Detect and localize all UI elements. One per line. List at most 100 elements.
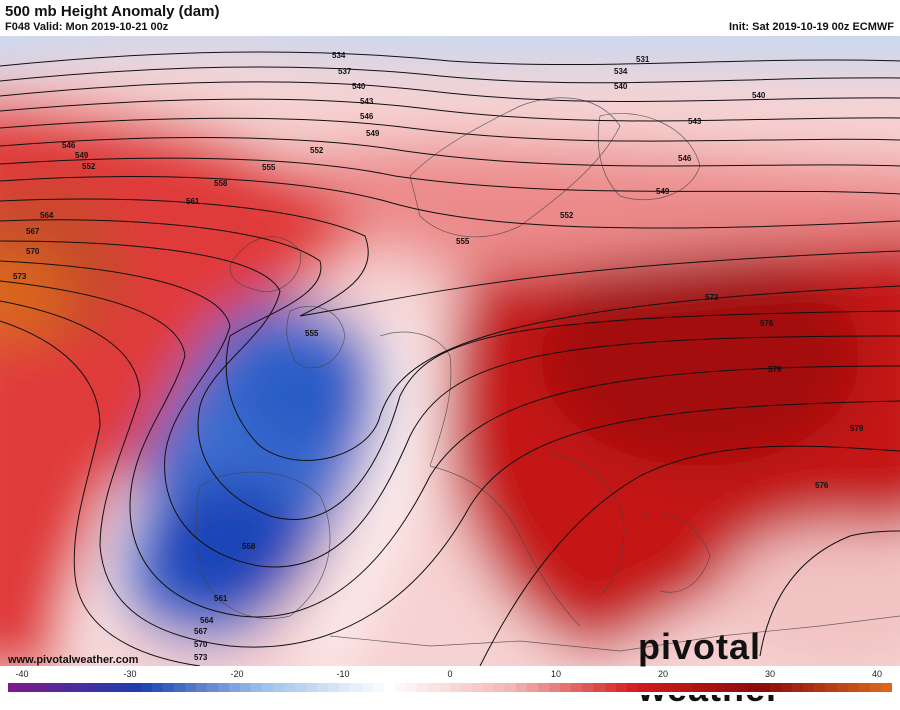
colorbar-swatch bbox=[803, 683, 815, 692]
contour-label: 531 bbox=[636, 55, 650, 64]
colorbar-swatch bbox=[715, 683, 727, 692]
colorbar-swatch bbox=[262, 683, 274, 692]
colorbar-swatch bbox=[173, 683, 185, 692]
colorbar-swatch bbox=[63, 683, 75, 692]
colorbar-swatch bbox=[858, 683, 870, 692]
contour-label: 576 bbox=[815, 481, 829, 490]
contour-label: 567 bbox=[26, 227, 40, 236]
colorbar-swatch bbox=[593, 683, 605, 692]
anomaly-shading bbox=[0, 36, 900, 666]
colorbar-swatch bbox=[637, 683, 649, 692]
colorbar-swatch bbox=[681, 683, 693, 692]
contour-label: 555 bbox=[262, 163, 276, 172]
colorbar-swatch bbox=[692, 683, 704, 692]
colorbar-swatch bbox=[582, 683, 594, 692]
colorbar-swatch bbox=[317, 683, 329, 692]
colorbar-swatch bbox=[825, 683, 837, 692]
colorbar-swatch bbox=[96, 683, 108, 692]
contour-label: 543 bbox=[688, 117, 702, 126]
colorbar-swatch bbox=[516, 683, 528, 692]
contour-labels: 534 537 540 543 546 549 552 555 558 561 … bbox=[13, 51, 864, 662]
colorbar-swatch bbox=[295, 683, 307, 692]
colorbar-tick: 30 bbox=[764, 669, 776, 679]
colorbar-swatch bbox=[383, 683, 395, 692]
colorbar-swatch bbox=[162, 683, 174, 692]
colorbar-swatch bbox=[284, 683, 296, 692]
colorbar-swatch bbox=[184, 683, 196, 692]
colorbar-swatch bbox=[494, 683, 506, 692]
colorbar-swatch bbox=[85, 683, 97, 692]
colorbar-swatch bbox=[107, 683, 119, 692]
colorbar-swatch bbox=[726, 683, 738, 692]
contour-label: 576 bbox=[760, 319, 774, 328]
colorbar-swatch bbox=[361, 683, 373, 692]
map-title: 500 mb Height Anomaly (dam) bbox=[5, 3, 220, 20]
colorbar-swatch bbox=[604, 683, 616, 692]
colorbar-swatch bbox=[217, 683, 229, 692]
contour-label: 558 bbox=[214, 179, 228, 188]
colorbar-swatch bbox=[483, 683, 495, 692]
colorbar-swatch bbox=[538, 683, 550, 692]
anomaly-map: 534 537 540 543 546 549 552 555 558 561 … bbox=[0, 36, 900, 666]
contour-label: 570 bbox=[26, 247, 40, 256]
colorbar-ticks: -40 -30 -20 -10 0 10 20 30 40 bbox=[0, 668, 900, 680]
colorbar-swatch bbox=[195, 683, 207, 692]
contour-label: 561 bbox=[186, 197, 200, 206]
contour-label: 534 bbox=[614, 67, 628, 76]
colorbar-swatch bbox=[372, 683, 384, 692]
colorbar-swatch bbox=[626, 683, 638, 692]
contour-label: 555 bbox=[305, 329, 319, 338]
contour-label: 546 bbox=[678, 154, 692, 163]
contour-label: 573 bbox=[705, 293, 719, 302]
colorbar-swatch bbox=[427, 683, 439, 692]
header: 500 mb Height Anomaly (dam) F048 Valid: … bbox=[0, 0, 900, 36]
contour-label: 579 bbox=[850, 424, 864, 433]
contour-label: 579 bbox=[768, 365, 782, 374]
colorbar-swatch bbox=[8, 683, 20, 692]
contour-label: 546 bbox=[360, 112, 374, 121]
contour-label: 549 bbox=[75, 151, 89, 160]
colorbar-tick: 10 bbox=[550, 669, 562, 679]
colorbar-swatch bbox=[251, 683, 263, 692]
contour-label: 561 bbox=[214, 594, 228, 603]
colorbar-swatch bbox=[571, 683, 583, 692]
colorbar-swatch bbox=[880, 683, 892, 692]
colorbar-swatch bbox=[836, 683, 848, 692]
init-time: Init: Sat 2019-10-19 00z ECMWF bbox=[728, 21, 894, 33]
contour-label: 564 bbox=[200, 616, 214, 625]
contour-label: 564 bbox=[40, 211, 54, 220]
colorbar-tick: -10 bbox=[336, 669, 350, 679]
colorbar-swatch bbox=[438, 683, 450, 692]
contour-label: 549 bbox=[656, 187, 670, 196]
colorbar-swatch bbox=[328, 683, 340, 692]
contour-label: 573 bbox=[194, 653, 208, 662]
colorbar-swatch bbox=[273, 683, 285, 692]
colorbar-swatch bbox=[19, 683, 31, 692]
colorbar-swatch bbox=[505, 683, 517, 692]
contour-label: 546 bbox=[62, 141, 76, 150]
colorbar-swatch bbox=[737, 683, 749, 692]
colorbar-swatch bbox=[239, 683, 252, 692]
colorbar-tick: -30 bbox=[123, 669, 137, 679]
colorbar-swatch bbox=[228, 683, 240, 692]
colorbar-tick: 40 bbox=[871, 669, 883, 679]
colorbar-swatch bbox=[527, 683, 539, 692]
colorbar-tick: -40 bbox=[15, 669, 29, 679]
colorbar-swatch bbox=[306, 683, 318, 692]
colorbar-swatch bbox=[792, 683, 804, 692]
colorbar-swatch bbox=[449, 683, 461, 692]
website-url[interactable]: www.pivotalweather.com bbox=[8, 654, 139, 666]
contour-label: 552 bbox=[310, 146, 324, 155]
colorbar-swatch bbox=[151, 683, 163, 692]
contour-label: 558 bbox=[242, 542, 256, 551]
colorbar-swatch bbox=[460, 683, 472, 692]
colorbar-swatch bbox=[416, 683, 428, 692]
height-contours bbox=[0, 51, 900, 666]
colorbar-swatch bbox=[41, 683, 53, 692]
contour-label: 555 bbox=[456, 237, 470, 246]
contour-label: 552 bbox=[560, 211, 574, 220]
colorbar-swatch bbox=[615, 683, 627, 692]
colorbar-swatch bbox=[30, 683, 42, 692]
colorbar-swatch bbox=[74, 683, 86, 692]
colorbar-swatch bbox=[770, 683, 782, 692]
